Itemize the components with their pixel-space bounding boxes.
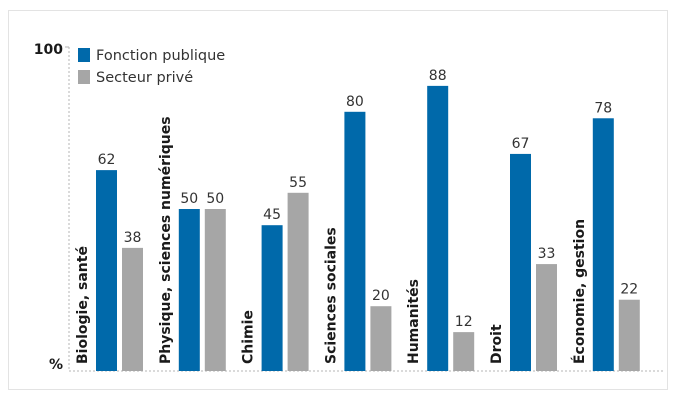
bar-sciences-sociales-secteur-prive <box>370 306 392 371</box>
y-axis-max-label: 100 <box>34 42 63 58</box>
value-label-humanites-fonction-publique: 88 <box>429 68 447 84</box>
category-label-chimie: Chimie <box>241 310 257 364</box>
bar-biologie-sante-secteur-prive <box>122 247 143 371</box>
category-label-economie-gestion: Économie, gestion <box>571 219 588 364</box>
value-label-sciences-sociales-secteur-prive: 20 <box>372 288 390 304</box>
legend-label-fonction-publique: Fonction publique <box>96 48 225 64</box>
bar-economie-gestion-secteur-prive <box>618 299 640 371</box>
bar-humanites-secteur-prive <box>453 332 475 371</box>
value-label-physique-sciences-numeriques-fonction-publique: 50 <box>180 191 198 207</box>
value-label-droit-secteur-prive: 33 <box>538 246 556 262</box>
bar-chimie-fonction-publique <box>261 225 283 371</box>
value-label-biologie-sante-secteur-prive: 38 <box>124 230 142 246</box>
bar-sciences-sociales-fonction-publique <box>344 111 366 372</box>
category-label-biologie-sante: Biologie, santé <box>75 246 91 364</box>
bar-economie-gestion-fonction-publique <box>592 118 614 371</box>
bar-biologie-sante-fonction-publique <box>96 170 117 371</box>
value-label-chimie-fonction-publique: 45 <box>263 207 281 223</box>
category-label-physique-sciences-numeriques: Physique, sciences numériques <box>158 116 174 364</box>
category-label-humanites: Humanités <box>406 279 422 364</box>
value-label-droit-fonction-publique: 67 <box>512 136 530 152</box>
legend-swatch-fonction-publique <box>78 48 90 62</box>
value-label-physique-sciences-numeriques-secteur-prive: 50 <box>206 191 224 207</box>
chart-frame <box>8 10 668 390</box>
value-label-biologie-sante-fonction-publique: 62 <box>98 152 116 168</box>
value-label-economie-gestion-fonction-publique: 78 <box>594 100 612 116</box>
bar-physique-sciences-numeriques-secteur-prive <box>204 209 226 371</box>
legend-swatch-secteur-prive <box>78 70 90 84</box>
category-label-droit: Droit <box>489 324 505 364</box>
value-label-chimie-secteur-prive: 55 <box>289 175 307 191</box>
value-label-humanites-secteur-prive: 12 <box>455 314 473 330</box>
category-label-sciences-sociales: Sciences sociales <box>323 227 339 364</box>
y-axis-unit-label: % <box>49 357 63 373</box>
bar-droit-fonction-publique <box>510 153 531 371</box>
legend-label-secteur-prive: Secteur privé <box>96 70 193 86</box>
bar-chimie-secteur-prive <box>287 192 309 371</box>
bar-physique-sciences-numeriques-fonction-publique <box>178 209 200 371</box>
value-label-sciences-sociales-fonction-publique: 80 <box>346 94 364 110</box>
bar-humanites-fonction-publique <box>427 85 449 371</box>
value-label-economie-gestion-secteur-prive: 22 <box>620 282 638 298</box>
bar-droit-secteur-prive <box>536 264 557 371</box>
